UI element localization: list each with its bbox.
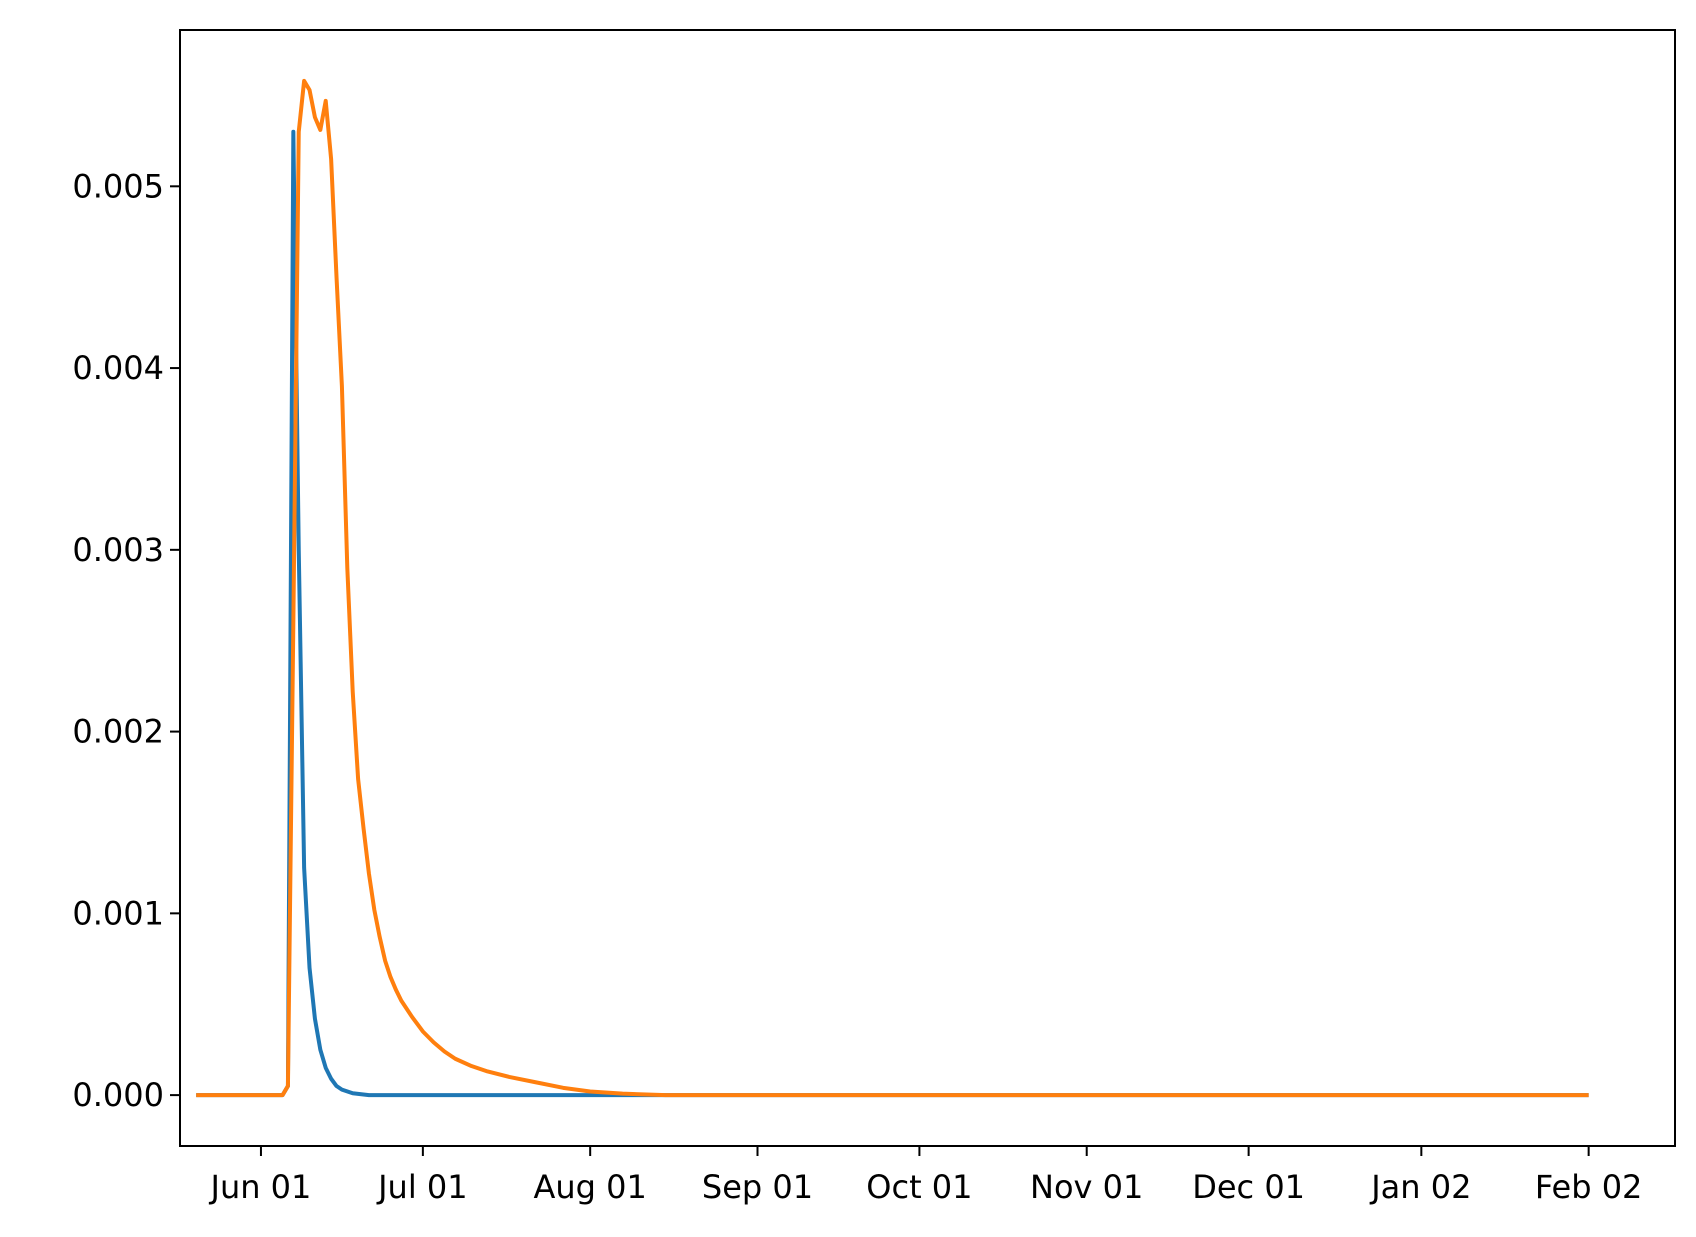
- x-axis: Jun 01 Jul 01 Aug 01 Sep 01 Oct 01 Nov 01 Dec …: [209, 1146, 1643, 1206]
- x-tick-label: Aug 01: [533, 1168, 646, 1206]
- y-tick-label: 0.005: [72, 167, 164, 205]
- x-tick-label: Oct 01: [866, 1168, 972, 1206]
- y-tick-label: 0.004: [72, 349, 164, 387]
- series-line-2: [196, 78, 1589, 1098]
- x-tick-label: Jan 02: [1369, 1168, 1471, 1206]
- y-tick-label: 0.000: [72, 1076, 164, 1114]
- y-tick-label: 0.002: [72, 713, 164, 751]
- x-tick-label: Sep 01: [702, 1168, 813, 1206]
- series-line-1: [196, 129, 1589, 1098]
- y-tick-label: 0.001: [72, 894, 164, 932]
- plot-frame: [179, 29, 1676, 1147]
- x-tick-label: Feb 02: [1535, 1168, 1643, 1206]
- y-axis: 0.000 0.001 0.002 0.003 0.004 0.005: [72, 167, 180, 1114]
- x-tick-label: Nov 01: [1030, 1168, 1143, 1206]
- x-tick-label: Jun 01: [209, 1168, 312, 1206]
- series-layer: [196, 78, 1589, 1098]
- x-tick-label: Jul 01: [376, 1168, 468, 1206]
- x-tick-label: Dec 01: [1192, 1168, 1305, 1206]
- y-tick-label: 0.003: [72, 531, 164, 569]
